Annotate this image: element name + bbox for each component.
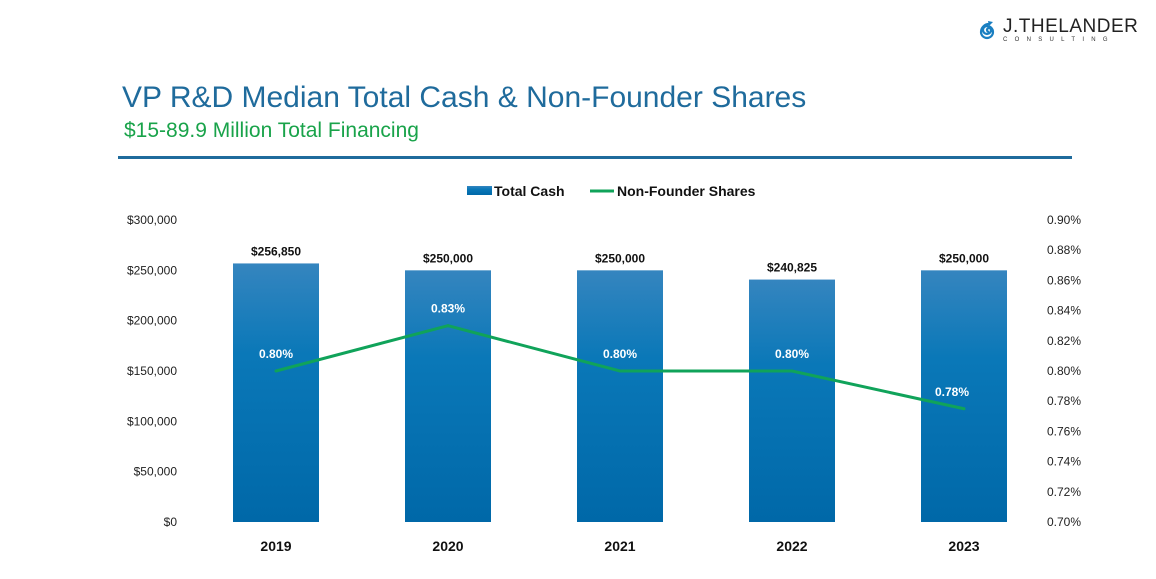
- right-axis-tick: 0.76%: [1047, 424, 1081, 438]
- bar-data-label: $250,000: [423, 251, 473, 265]
- right-axis-tick: 0.84%: [1047, 304, 1081, 318]
- left-axis-tick: $100,000: [127, 414, 177, 428]
- left-axis-tick: $200,000: [127, 314, 177, 328]
- line-data-label: 0.80%: [259, 347, 293, 361]
- right-axis-tick: 0.82%: [1047, 334, 1081, 348]
- x-axis-tick: 2020: [432, 538, 463, 554]
- right-axis-tick: 0.80%: [1047, 364, 1081, 378]
- line-point: [618, 369, 622, 373]
- legend-swatch-total-cash: [467, 186, 492, 195]
- page-title: VP R&D Median Total Cash & Non-Founder S…: [122, 81, 807, 114]
- right-axis-tick: 0.86%: [1047, 273, 1081, 287]
- logo-name: J.THELANDER: [1003, 16, 1139, 37]
- spiral-logo-icon: [979, 21, 995, 40]
- right-axis-tick: 0.72%: [1047, 485, 1081, 499]
- line-data-label: 0.80%: [775, 347, 809, 361]
- logo-sub: CONSULTING: [1003, 37, 1115, 43]
- title-divider: [118, 156, 1072, 159]
- left-axis-tick: $50,000: [134, 465, 178, 479]
- line-point: [790, 369, 794, 373]
- line-data-label: 0.83%: [431, 302, 465, 316]
- left-axis-tick: $300,000: [127, 213, 177, 227]
- right-axis-tick: 0.70%: [1047, 515, 1081, 529]
- legend-label-non-founder-shares: Non-Founder Shares: [617, 183, 756, 199]
- bar-total-cash: [749, 279, 835, 522]
- right-axis-tick: 0.78%: [1047, 394, 1081, 408]
- x-axis-tick: 2019: [260, 538, 291, 554]
- right-axis-tick: 0.88%: [1047, 243, 1081, 257]
- x-axis-tick: 2022: [776, 538, 807, 554]
- page-subtitle: $15-89.9 Million Total Financing: [124, 119, 419, 142]
- bar-total-cash: [233, 263, 319, 522]
- left-axis-tick: $0: [164, 515, 178, 529]
- x-axis-tick: 2023: [948, 538, 979, 554]
- bar-total-cash: [921, 270, 1007, 522]
- bar-data-label: $250,000: [939, 251, 989, 265]
- legend-label-total-cash: Total Cash: [494, 183, 565, 199]
- line-data-label: 0.78%: [935, 385, 969, 399]
- company-logo: J.THELANDER CONSULTING: [978, 16, 1139, 44]
- line-point: [962, 407, 966, 411]
- right-axis-tick: 0.90%: [1047, 213, 1081, 227]
- bar-data-label: $240,825: [767, 261, 817, 275]
- bar-data-label: $256,850: [251, 244, 301, 258]
- left-axis-tick: $250,000: [127, 263, 177, 277]
- line-point: [446, 324, 450, 328]
- x-axis-tick: 2021: [604, 538, 635, 554]
- line-point: [274, 369, 278, 373]
- bar-data-label: $250,000: [595, 251, 645, 265]
- left-axis-tick: $150,000: [127, 364, 177, 378]
- bar-total-cash: [577, 270, 663, 522]
- bar-total-cash: [405, 270, 491, 522]
- line-data-label: 0.80%: [603, 347, 637, 361]
- right-axis-tick: 0.74%: [1047, 455, 1081, 469]
